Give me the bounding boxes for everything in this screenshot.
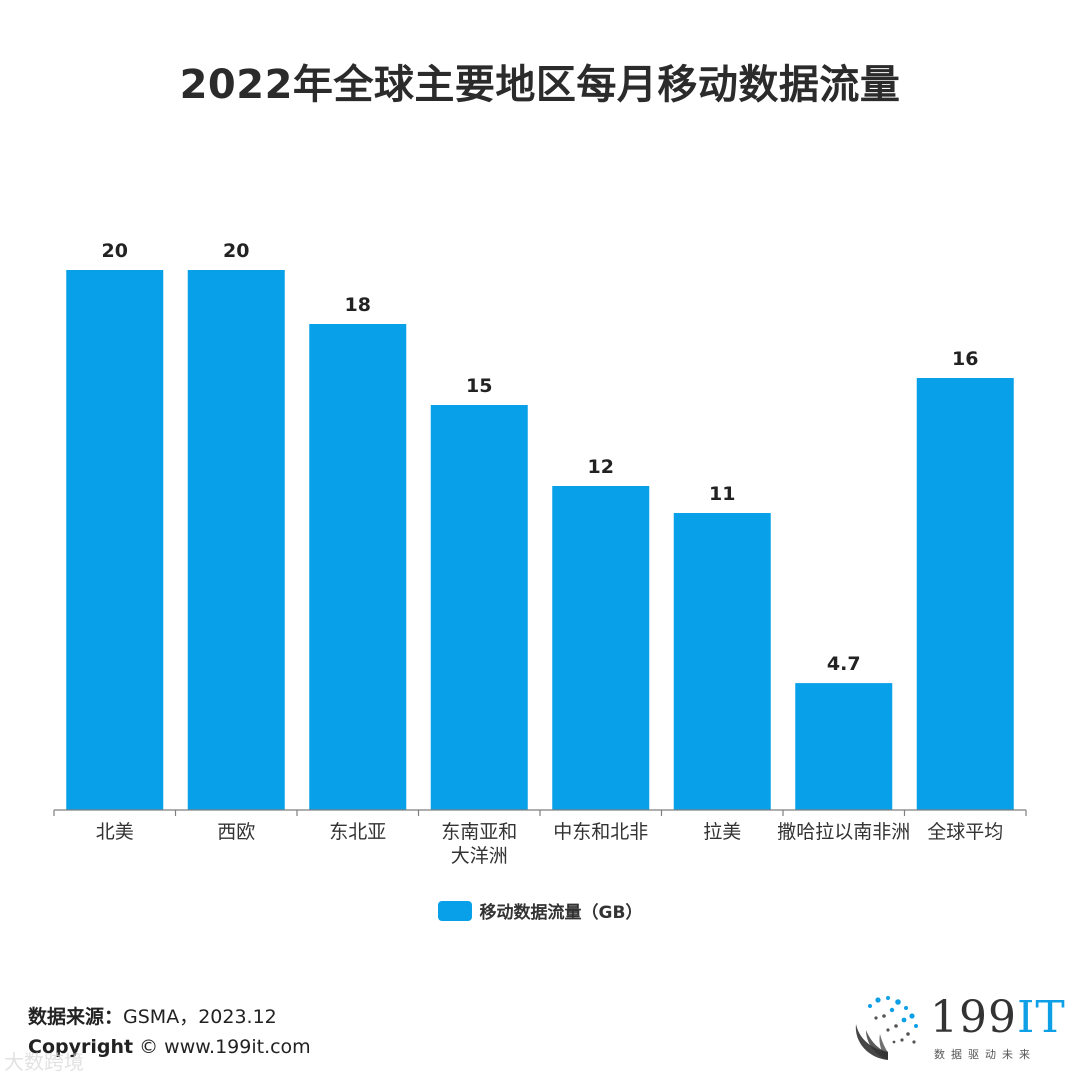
- x-tick-label-8: 全球平均: [927, 821, 1003, 843]
- logo-text-accent: IT: [1016, 992, 1066, 1043]
- x-tick-label-4-line2: 大洋洲: [451, 845, 508, 867]
- bar-1: [66, 270, 164, 810]
- x-tick-label-2: 西欧: [217, 821, 255, 843]
- legend-label: 移动数据流量（GB）: [479, 903, 643, 923]
- logo-tagline: 数据驱动未来: [934, 1048, 1036, 1061]
- logo-text-main: 199: [930, 992, 1017, 1043]
- logo: 199IT 数据驱动未来: [848, 990, 1068, 1070]
- data-label-1: 20: [102, 240, 128, 262]
- bar-2: [187, 270, 285, 810]
- bar-7: [795, 683, 893, 810]
- copyright-value: © www.199it.com: [139, 1036, 311, 1058]
- copyright: Copyright © www.199it.com: [28, 1036, 311, 1058]
- copyright-label: Copyright: [28, 1036, 134, 1058]
- watermark: 大数跨境: [4, 1050, 84, 1074]
- data-label-3: 18: [345, 294, 371, 316]
- bar-8: [916, 378, 1014, 810]
- data-label-5: 12: [588, 456, 614, 478]
- x-tick-label-7: 撒哈拉以南非洲: [777, 821, 910, 843]
- chart-title: 2022年全球主要地区每月移动数据流量: [179, 62, 901, 108]
- bar-4: [430, 405, 528, 810]
- bar-3: [309, 324, 407, 810]
- data-label-2: 20: [223, 240, 249, 262]
- source-label: 数据来源：: [28, 1006, 124, 1028]
- data-label-7: 4.7: [827, 653, 861, 675]
- legend: 移动数据流量（GB）: [0, 898, 1080, 923]
- x-tick-label-5: 中东和北非: [553, 821, 648, 843]
- source-value: GSMA，2023.12: [123, 1006, 277, 1028]
- x-tick-label-4-line1: 东南亚和: [441, 821, 517, 843]
- x-tick-label-6: 拉美: [703, 821, 741, 843]
- bar-6: [673, 513, 771, 810]
- data-label-8: 16: [952, 348, 978, 370]
- x-tick-label-1: 北美: [96, 821, 134, 843]
- bar-5: [552, 486, 650, 810]
- data-label-6: 11: [709, 483, 735, 505]
- data-label-4: 15: [466, 375, 492, 397]
- legend-swatch: [437, 900, 472, 921]
- x-tick-label-3: 东北亚: [329, 821, 386, 843]
- data-source: 数据来源：GSMA，2023.12: [28, 1002, 277, 1029]
- logo-text: 199IT: [930, 992, 1066, 1043]
- logo-mark-icon: [855, 996, 918, 1060]
